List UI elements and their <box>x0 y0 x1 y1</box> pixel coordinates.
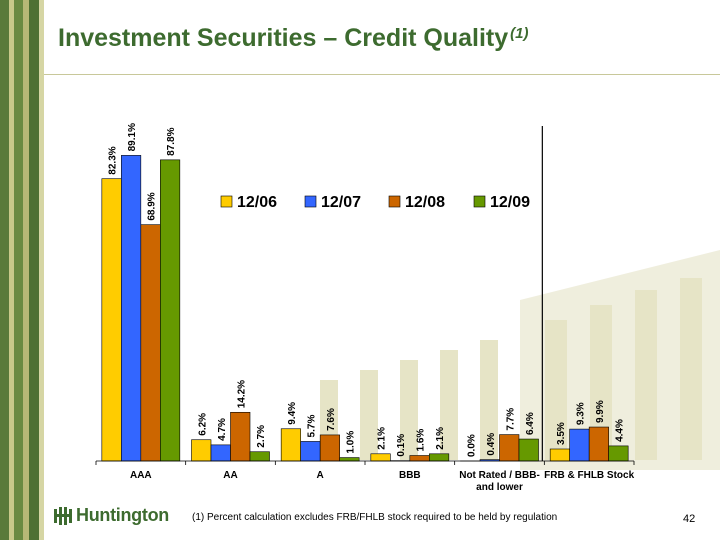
bar-12-09-1 <box>249 451 270 462</box>
bar-12-09-0 <box>160 159 181 462</box>
title-footnote-marker: (1) <box>510 25 529 42</box>
page-title: Investment Securities – Credit Quality (1… <box>58 24 529 52</box>
bar-12-06-0 <box>101 178 122 462</box>
huntington-logo: Huntington <box>54 505 169 526</box>
bar-12-08-1 <box>230 411 251 462</box>
bar-12-09-2 <box>339 457 360 462</box>
bar-12-09-4 <box>518 438 539 462</box>
data-label: 68.9% <box>147 192 158 220</box>
bar-12-08-0 <box>140 224 161 462</box>
legend-swatch <box>473 195 486 208</box>
data-label: 1.6% <box>416 429 427 452</box>
data-label: 4.7% <box>217 418 228 441</box>
footnote: (1) Percent calculation excludes FRB/FHL… <box>192 512 558 523</box>
logo-mark-icon <box>54 506 72 525</box>
data-label: 5.7% <box>306 415 317 438</box>
category-tick-label: A <box>317 470 324 481</box>
legend: 12/06 12/07 12/08 12/09 <box>220 194 530 211</box>
bar-12-09-5 <box>608 445 629 462</box>
data-label: 0.4% <box>486 433 497 456</box>
value-labels-layer: 82.3% 89.1% 68.9% 87.8% 6.2% 4.7% 14.2% 2.7% 9.4… <box>108 123 626 457</box>
category-tick-label: and lower <box>476 482 523 493</box>
stripe-pale <box>39 0 44 540</box>
legend-label: 12/07 <box>321 194 361 211</box>
data-label: 7.6% <box>326 408 337 431</box>
data-label: 14.2% <box>236 380 247 408</box>
data-label: 89.1% <box>127 123 138 151</box>
bar-12-08-2 <box>319 434 340 462</box>
data-label: 6.2% <box>197 413 208 436</box>
category-tick-label: AAA <box>130 470 152 481</box>
data-label: 1.0% <box>345 431 356 454</box>
bars-layer <box>101 155 629 462</box>
data-label: 9.9% <box>595 400 606 423</box>
category-tick-label: Not Rated / BBB- <box>459 470 540 481</box>
bar-12-07-0 <box>121 155 142 462</box>
stripe-tan <box>23 0 29 540</box>
page-number: 42 <box>683 513 696 525</box>
data-label: 4.4% <box>614 419 625 442</box>
data-label: 9.4% <box>287 402 298 425</box>
bar-12-07-1 <box>210 444 231 462</box>
bar-12-06-1 <box>191 439 212 462</box>
bar-12-08-4 <box>499 434 520 462</box>
bar-12-07-5 <box>569 428 590 462</box>
legend-swatch <box>388 195 401 208</box>
bar-12-06-2 <box>280 428 301 462</box>
data-label: 9.3% <box>575 402 586 425</box>
legend-label: 12/06 <box>237 194 277 211</box>
stripe-dark <box>0 0 9 540</box>
bar-12-06-3 <box>370 453 391 462</box>
category-tick-label: BBB <box>399 470 421 481</box>
title-divider <box>44 74 720 75</box>
stripe-mid <box>14 0 23 540</box>
data-label: 82.3% <box>108 146 119 174</box>
category-tick-label: AA <box>223 470 237 481</box>
data-label: 2.1% <box>435 427 446 450</box>
bar-12-07-2 <box>300 441 321 462</box>
stripe-deep <box>29 0 39 540</box>
data-label: 2.1% <box>377 427 388 450</box>
category-tick-label: FRB & FHLB Stock <box>544 470 634 481</box>
logo-text: Huntington <box>76 505 169 525</box>
data-label: 87.8% <box>166 127 177 155</box>
stripe-light <box>9 0 14 540</box>
legend-label: 12/09 <box>490 194 530 211</box>
data-label: 0.1% <box>396 434 407 457</box>
data-label: 6.4% <box>525 412 536 435</box>
data-label: 0.0% <box>466 434 477 457</box>
bar-12-08-3 <box>409 455 430 462</box>
bar-12-08-5 <box>588 426 609 462</box>
data-label: 3.5% <box>556 422 567 445</box>
data-label: 2.7% <box>256 425 267 448</box>
legend-swatch <box>304 195 317 208</box>
legend-swatch <box>220 195 233 208</box>
legend-label: 12/08 <box>405 194 445 211</box>
bar-12-06-5 <box>549 448 570 462</box>
data-label: 7.7% <box>505 408 516 431</box>
left-stripe-band <box>0 0 44 540</box>
bar-12-09-3 <box>429 453 450 462</box>
